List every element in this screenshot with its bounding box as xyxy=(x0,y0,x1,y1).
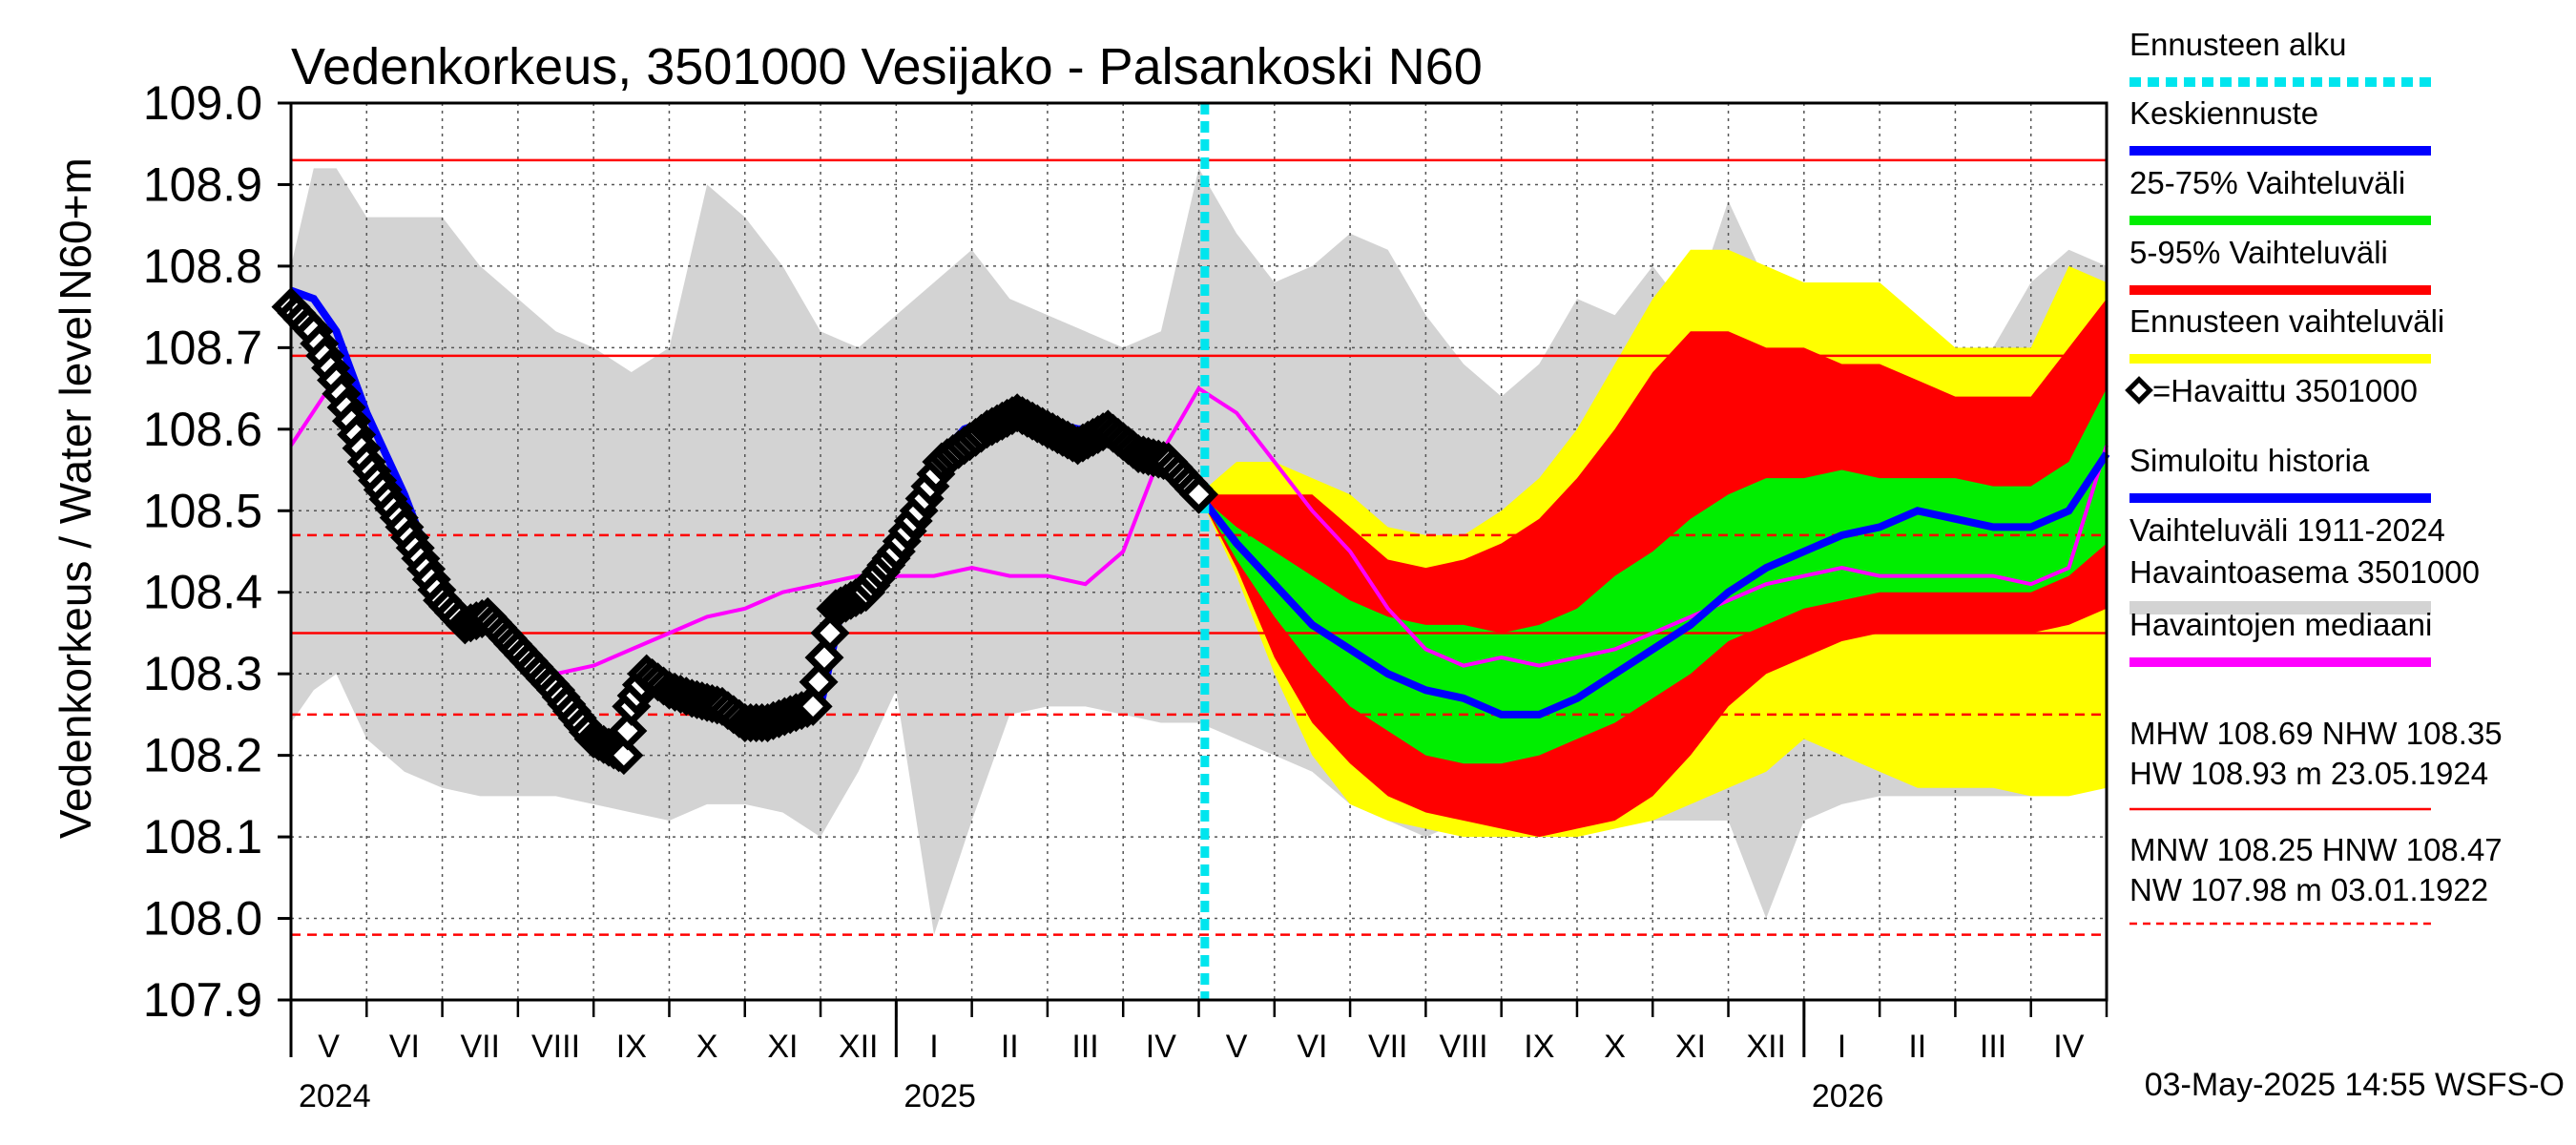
legend-label-1: Keskiennuste xyxy=(2129,95,2318,131)
month-label-21: II xyxy=(1908,1029,1926,1065)
observed-point-62 xyxy=(604,736,644,776)
month-label-20: I xyxy=(1838,1029,1846,1065)
legend-label-6: Simuloitu historia xyxy=(2129,443,2370,478)
observed-markers xyxy=(271,287,1219,776)
y-tick-label-3: 108.2 xyxy=(143,729,262,782)
legend-label-0: Ennusteen alku xyxy=(2129,27,2347,62)
y-tick-label-10: 108.9 xyxy=(143,157,262,211)
month-label-1: VI xyxy=(389,1029,420,1065)
month-label-3: VIII xyxy=(531,1029,580,1065)
y-tick-label-4: 108.3 xyxy=(143,647,262,700)
legend-label-5: =Havaittu 3501000 xyxy=(2152,373,2418,408)
reference-lines xyxy=(291,158,2107,936)
legend: Ennusteen alku Keskiennuste 25-75% Vaihtel… xyxy=(2125,27,2503,926)
y-tick-label-1: 108.0 xyxy=(143,892,262,946)
month-label-14: VII xyxy=(1368,1029,1408,1065)
median-line xyxy=(289,385,2109,677)
legend-label-3: 5-95% Vaihteluväli xyxy=(2129,235,2388,270)
year-label-2: 2026 xyxy=(1812,1078,1884,1114)
month-label-6: XI xyxy=(767,1029,798,1065)
month-label-23: IV xyxy=(2053,1029,2084,1065)
month-label-19: XII xyxy=(1746,1029,1786,1065)
forecast-mean-line xyxy=(1195,451,2110,718)
year-label-1: 2025 xyxy=(904,1078,976,1114)
month-label-11: IV xyxy=(1146,1029,1176,1065)
observed-point-171 xyxy=(1179,474,1219,514)
stats-line-1-a: MNW 108.25 HNW 108.47 xyxy=(2129,832,2503,867)
y-tick-label-11: 109.0 xyxy=(143,76,262,130)
month-label-10: III xyxy=(1071,1029,1098,1065)
legend-label-7-b: Havaintoasema 3501000 xyxy=(2129,554,2480,590)
y-tick-label-6: 108.5 xyxy=(143,484,262,537)
month-label-15: VIII xyxy=(1440,1029,1488,1065)
month-label-13: VI xyxy=(1297,1029,1327,1065)
y-tick-label-9: 108.8 xyxy=(143,239,262,293)
month-label-7: XII xyxy=(839,1029,879,1065)
legend-label-7: Vaihteluväli 1911-2024 xyxy=(2129,512,2445,548)
month-label-2: VII xyxy=(460,1029,500,1065)
y-tick-label-2: 108.1 xyxy=(143,810,262,864)
chart-title: Vedenkorkeus, 3501000 Vesijako - Palsank… xyxy=(291,38,1483,95)
x-ticks: V VI VII VIII IX X XI XII I II III IV V VI VII VIII IX X X… xyxy=(289,1000,2109,1114)
legend-label-2: 25-75% Vaihteluväli xyxy=(2129,165,2405,200)
forecast-25-75-range xyxy=(1198,388,2107,764)
y-ticks: 107.9 108.0 108.1 108.2 108.3 108.4 108.5 108.6… xyxy=(143,76,291,1027)
y-axis-label-inner: N60+m xyxy=(51,157,100,301)
month-label-17: X xyxy=(1604,1029,1626,1065)
y-tick-label-7: 108.6 xyxy=(143,403,262,456)
y-axis-label-outer: Vedenkorkeus / Water level xyxy=(51,306,100,839)
legend-marker-observed xyxy=(2125,376,2153,405)
month-label-5: X xyxy=(696,1029,718,1065)
stats-line-1-b: NW 107.98 m 03.01.1922 xyxy=(2129,872,2488,907)
observed-point-63 xyxy=(608,711,648,751)
month-label-0: V xyxy=(318,1029,340,1065)
footer-timestamp: 03-May-2025 14:55 WSFS-O xyxy=(2145,1067,2565,1103)
year-label-0: 2024 xyxy=(299,1078,371,1114)
y-tick-label-0: 107.9 xyxy=(143,973,262,1027)
month-label-9: II xyxy=(1001,1029,1019,1065)
legend-label-8: Havaintojen mediaani xyxy=(2129,607,2432,642)
month-label-18: XI xyxy=(1675,1029,1706,1065)
y-tick-label-8: 108.7 xyxy=(143,321,262,374)
month-label-8: I xyxy=(929,1029,938,1065)
month-label-12: V xyxy=(1226,1029,1248,1065)
month-label-4: IX xyxy=(616,1029,647,1065)
month-label-16: IX xyxy=(1524,1029,1554,1065)
y-tick-label-5: 108.4 xyxy=(143,566,262,619)
stats-line-0-b: HW 108.93 m 23.05.1924 xyxy=(2129,756,2488,791)
plot-layers xyxy=(271,101,2110,1002)
month-label-22: III xyxy=(1980,1029,2006,1065)
legend-label-4: Ennusteen vaihteluväli xyxy=(2129,303,2444,339)
stats-line-0-a: MHW 108.69 NHW 108.35 xyxy=(2129,716,2503,751)
